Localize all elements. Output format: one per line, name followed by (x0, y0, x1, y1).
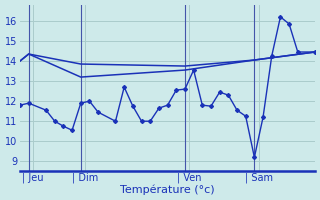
X-axis label: Température (°c): Température (°c) (120, 185, 215, 195)
